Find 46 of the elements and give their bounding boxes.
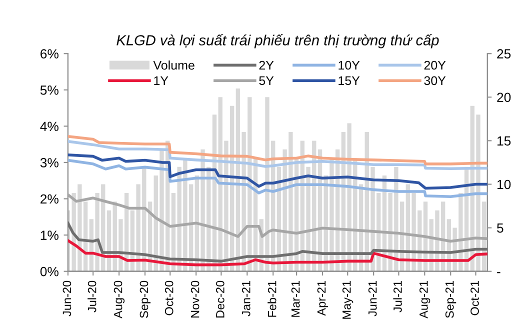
x-tick-label: Sep-21 (445, 280, 456, 318)
x-tick-label: Jan-21 (242, 280, 250, 316)
y2-tick-label: 5 (497, 224, 504, 233)
x-tick-label: Aug-20 (114, 280, 125, 318)
y-tick-label: 0% (40, 266, 58, 276)
y-tick-label: 4% (40, 122, 58, 132)
y2-tick-label: 10 (497, 180, 511, 190)
x-tick-label: Jun-21 (368, 280, 377, 316)
y-tick-label: 5% (40, 86, 58, 95)
x-tick-label: Oct-20 (164, 280, 174, 316)
x-tick-label: Jul-20 (88, 280, 96, 312)
line-series (68, 193, 488, 243)
legend-label: 5Y (259, 76, 274, 86)
line-series (68, 140, 488, 170)
line-series (68, 158, 488, 198)
x-tick-label: Feb-21 (268, 280, 276, 317)
legend-label: 30Y (424, 76, 446, 86)
x-tick-label: Mar-21 (291, 280, 300, 317)
x-tick-label: Nov-20 (190, 280, 200, 318)
chart-title: KLGD và lợi suất trái phiếu trên thị trường thứ cấp (116, 34, 439, 48)
x-tick-label: Aug-21 (419, 280, 430, 318)
y2-tick-label: 25 (497, 49, 511, 59)
legend-label: 15Y (338, 76, 360, 86)
x-tick-label: Dec-20 (216, 280, 224, 318)
y2-tick-label: - (497, 272, 500, 274)
x-tick-label: Jun-20 (62, 280, 72, 316)
y-tick-label: 2% (40, 194, 58, 204)
x-tick-label: Oct-21 (470, 280, 479, 316)
y-tick-label: 3% (40, 158, 58, 168)
x-tick-label: Sep-20 (140, 280, 151, 318)
line-series (68, 239, 488, 266)
legend-label: Volume (153, 60, 194, 70)
line-series (68, 153, 488, 190)
legend-label: 1Y (154, 76, 168, 85)
line-series (68, 134, 488, 166)
legend-label: 20Y (424, 60, 446, 70)
y2-tick-label: 15 (497, 136, 511, 146)
y-tick-label: 1% (40, 230, 58, 240)
y2-tick-label: 20 (497, 92, 511, 102)
legend-label: 10Y (338, 60, 360, 70)
x-tick-label: Apr-21 (317, 280, 328, 316)
y-tick-label: 6% (40, 49, 58, 59)
x-tick-label: May-21 (342, 280, 354, 319)
line-series (68, 222, 488, 263)
legend-label: 2Y (259, 60, 274, 70)
x-tick-label: Jul-21 (393, 280, 402, 312)
